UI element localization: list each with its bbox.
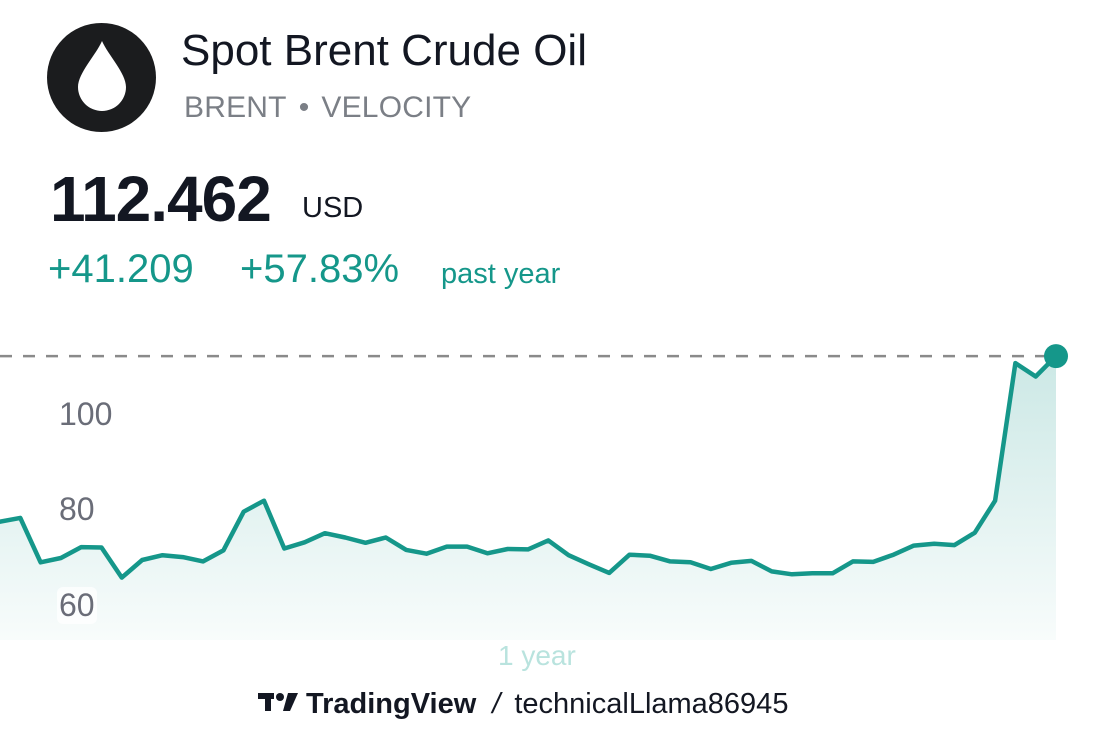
timeframe-label: 1 year	[498, 640, 576, 672]
symbol-code: BRENT	[184, 91, 287, 124]
oil-drop-icon	[72, 39, 132, 116]
symbol-separator: •	[299, 91, 310, 124]
y-tick-label: 100	[57, 396, 114, 433]
brent-logo	[47, 23, 156, 132]
y-tick-label: 60	[57, 587, 97, 624]
price-area-fill	[0, 356, 1056, 640]
watermark-separator: /	[492, 688, 500, 721]
symbol-line: BRENT • VELOCITY	[184, 91, 471, 125]
data-source: VELOCITY	[321, 91, 471, 124]
current-price: 112.462	[50, 162, 271, 236]
chart-author: technicalLlama86945	[514, 688, 788, 721]
tradingview-brand: TradingView	[306, 688, 476, 721]
tradingview-logo-icon	[258, 691, 298, 718]
y-tick-label: 80	[57, 491, 97, 528]
price-line	[0, 356, 1056, 577]
last-price-marker	[1044, 344, 1068, 368]
page-title: Spot Brent Crude Oil	[181, 26, 587, 76]
change-period-label: past year	[441, 258, 560, 291]
price-chart	[0, 300, 1096, 640]
tradingview-watermark: TradingView / technicalLlama86945	[258, 688, 788, 721]
price-change: +41.209	[48, 247, 194, 292]
currency-label: USD	[302, 192, 363, 225]
price-change-percent: +57.83%	[240, 247, 399, 292]
